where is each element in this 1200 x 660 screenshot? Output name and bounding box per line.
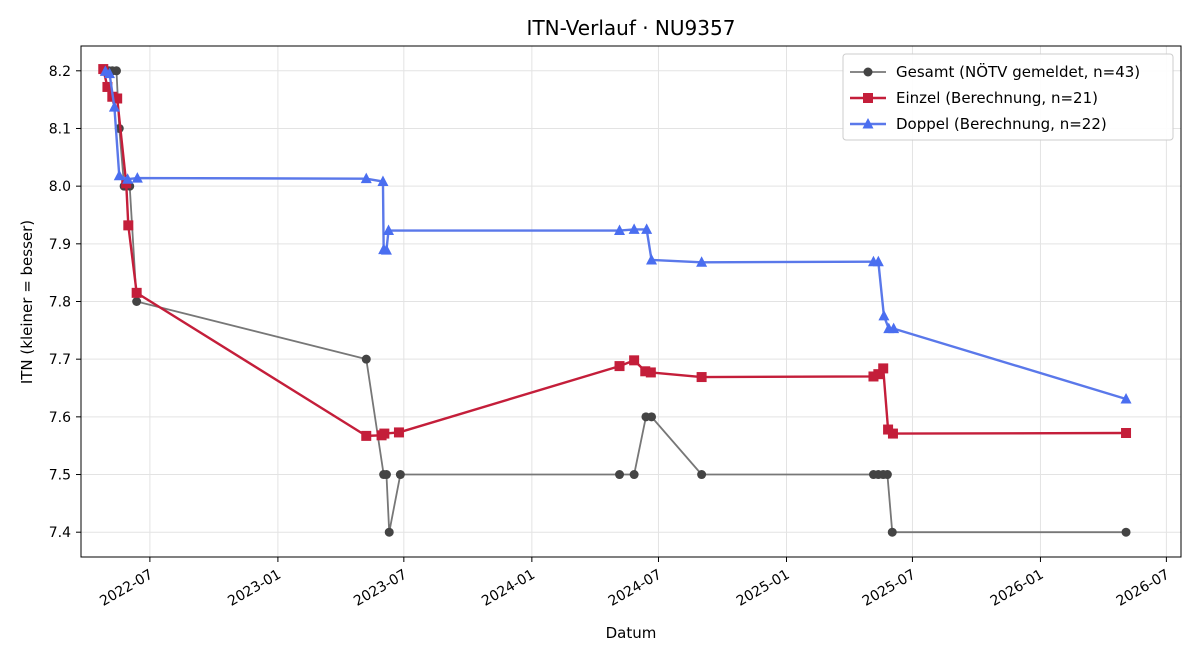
y-tick-label: 8.2 [49, 64, 71, 80]
y-tick-label: 7.4 [49, 525, 71, 541]
x-axis-label: Datum [606, 624, 657, 642]
x-tick-label: 2023-07 [351, 567, 410, 610]
triangle-marker [108, 101, 120, 112]
circle-marker [697, 470, 707, 480]
y-axis-label: ITN (kleiner = besser) [18, 220, 36, 384]
circle-marker [629, 470, 639, 480]
square-marker [123, 220, 134, 231]
legend-label: Einzel (Berechnung, n=21) [896, 89, 1098, 107]
triangle-marker [696, 256, 708, 267]
x-tick-label: 2026-07 [1114, 567, 1173, 610]
square-marker [696, 372, 707, 383]
square-marker [873, 369, 884, 380]
x-tick-label: 2024-07 [606, 567, 665, 610]
x-tick-label: 2024-01 [479, 567, 538, 610]
triangle-marker [383, 224, 395, 236]
x-tick-label: 2022-07 [97, 567, 156, 610]
chart-title: ITN-Verlauf · NU9357 [527, 16, 736, 40]
triangle-marker [872, 255, 884, 267]
circle-marker [395, 470, 405, 480]
triangle-marker [614, 224, 626, 236]
circle-marker [132, 297, 142, 306]
circle-marker [647, 412, 657, 422]
square-marker [102, 81, 113, 92]
legend: Gesamt (NÖTV gemeldet, n=43) Einzel (Bere… [842, 53, 1174, 141]
triangle-marker [122, 173, 134, 184]
circle-marker [111, 66, 121, 76]
square-marker [112, 93, 123, 104]
circle-marker [384, 527, 394, 537]
triangle-marker [878, 309, 890, 321]
series-line [104, 70, 1127, 401]
legend-label: Gesamt (NÖTV gemeldet, n=43) [896, 62, 1140, 81]
triangle-marker [641, 223, 653, 234]
y-tick-label: 7.7 [49, 352, 71, 368]
legend-marker [863, 67, 873, 77]
square-marker [645, 367, 656, 378]
square-marker [878, 363, 889, 374]
triangle-marker [113, 169, 125, 181]
axes: 7.4 7.5 7.6 7.7 7.8 7.9 8.0 8.1 8.2 2022-07 2023-0… [49, 64, 1173, 610]
square-marker [614, 361, 625, 372]
legend-box [842, 53, 1174, 141]
y-tick-label: 8.1 [49, 121, 71, 137]
square-marker [393, 427, 404, 438]
triangle-marker [1120, 392, 1132, 404]
y-tick-label: 7.6 [49, 410, 71, 426]
triangle-marker [628, 223, 640, 234]
square-marker [361, 430, 372, 441]
x-tick-label: 2025-01 [734, 567, 793, 610]
triangle-marker [104, 67, 116, 79]
y-tick-label: 7.9 [49, 237, 71, 253]
square-marker [379, 428, 390, 439]
triangle-marker [131, 172, 143, 183]
triangle-marker [377, 175, 389, 187]
legend-marker [863, 93, 873, 103]
legend-marker [862, 118, 874, 129]
triangle-marker [646, 253, 658, 265]
grid [81, 46, 1181, 557]
y-tick-label: 7.5 [49, 468, 71, 484]
square-marker [1121, 427, 1132, 438]
x-tick-label: 2023-01 [225, 567, 284, 610]
square-marker [98, 64, 109, 75]
triangle-marker [888, 322, 900, 334]
square-marker [640, 366, 651, 377]
x-tick-label: 2026-01 [988, 567, 1047, 610]
circle-marker [882, 470, 892, 480]
square-marker [887, 428, 898, 439]
circle-marker [381, 470, 391, 480]
series-layer [98, 64, 1132, 537]
legend-label: Doppel (Berechnung, n=22) [896, 115, 1107, 133]
triangle-marker [380, 244, 392, 255]
circle-marker [615, 470, 625, 480]
triangle-marker [360, 172, 372, 184]
series-3 [99, 65, 1132, 404]
x-tick-label: 2025-07 [860, 567, 919, 610]
circle-marker [1121, 527, 1131, 537]
y-tick-label: 7.8 [49, 295, 71, 311]
square-marker [131, 287, 142, 298]
square-marker [629, 355, 640, 366]
y-tick-label: 8.0 [49, 179, 71, 195]
circle-marker [887, 527, 897, 537]
circle-marker [361, 354, 371, 364]
